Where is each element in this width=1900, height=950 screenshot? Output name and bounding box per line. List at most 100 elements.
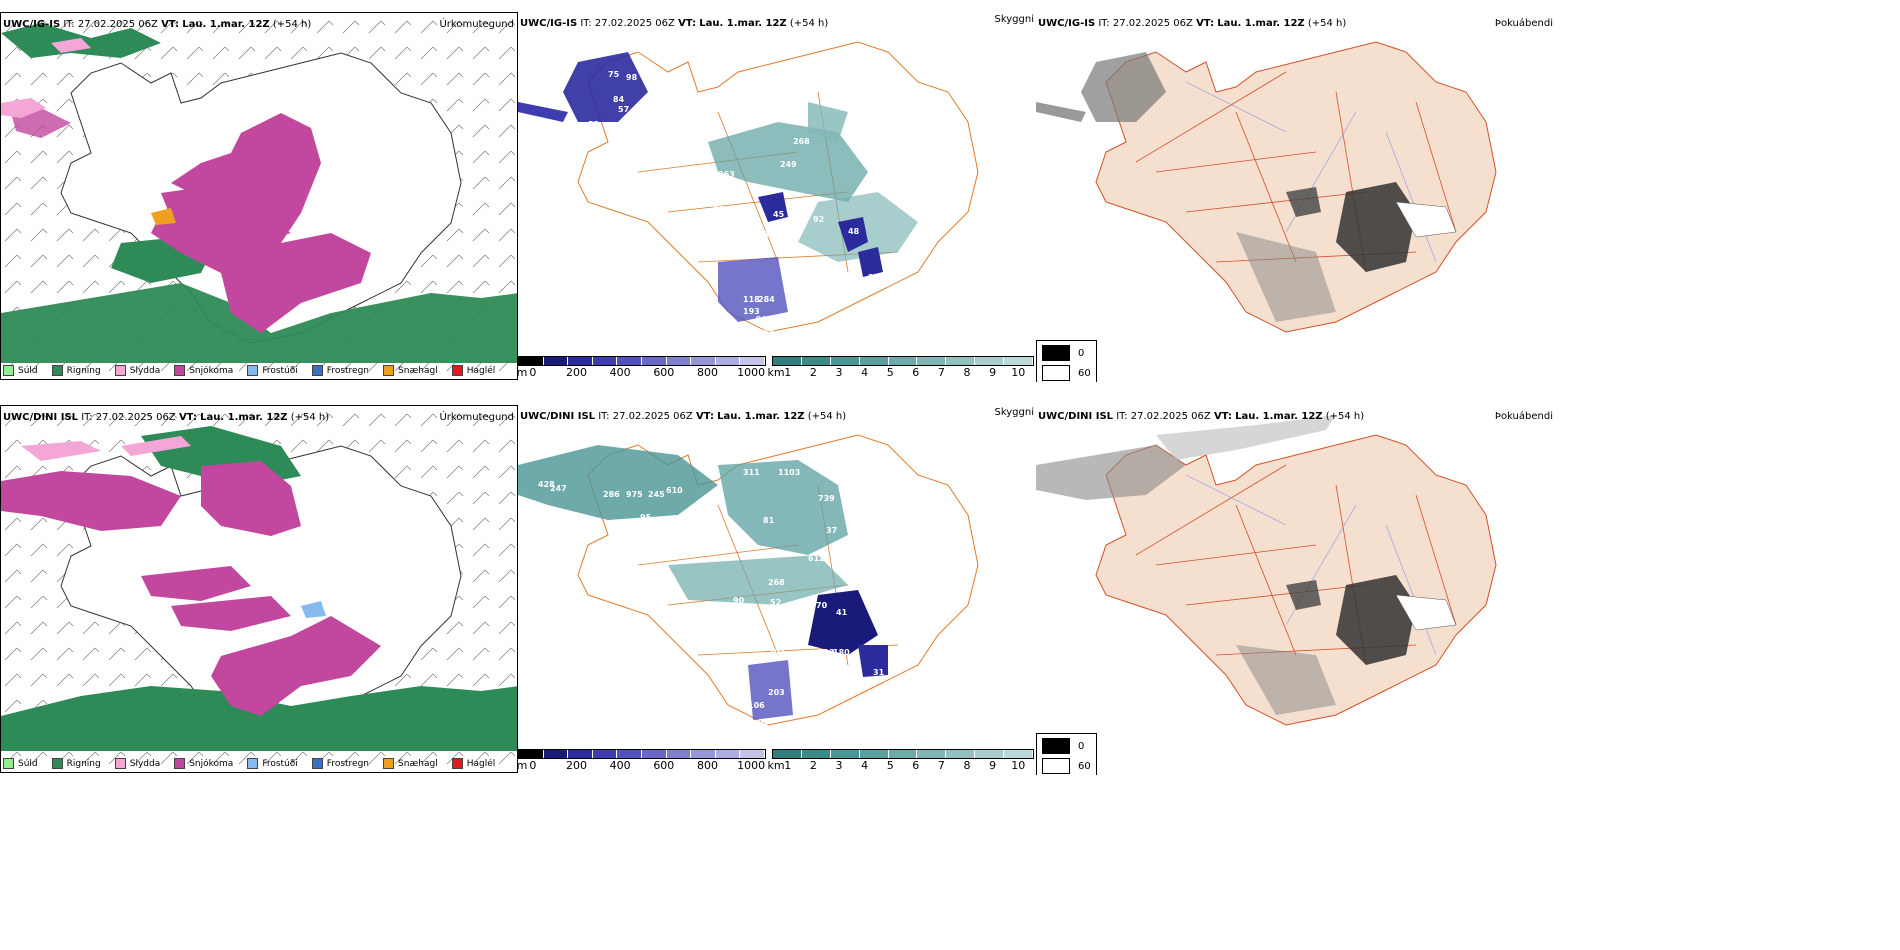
visibility-value-label: 311	[743, 468, 760, 477]
legend-label: Frostúði	[262, 758, 298, 769]
colorbar-segment	[666, 357, 692, 365]
colorbar-tick: 9	[989, 759, 997, 772]
visibility-value-label: 53	[713, 205, 724, 214]
visibility-value-label: 612	[808, 554, 825, 563]
colorbar-tick: 400	[609, 366, 631, 379]
colorbar-segment	[740, 357, 765, 365]
colorbar-tick: 1000	[737, 759, 766, 772]
colorbar-tick: 2	[809, 759, 817, 772]
fog-panel-1: UWC/IG-IS IT: 27.02.2025 06Z VT: Lau. 1.…	[1036, 12, 1556, 382]
panel-title-5: UWC/DINI ISL IT: 27.02.2025 06Z VT: Lau.…	[520, 411, 847, 422]
legend-label: Súld	[18, 365, 38, 376]
panel-title-4: UWC/DINI ISL IT: 27.02.2025 06Z VT: Lau.…	[3, 412, 330, 423]
visibility-value-label: 37	[868, 273, 879, 282]
colorbar-segment	[773, 750, 802, 758]
colorbar-segment	[917, 357, 947, 365]
visibility-value-label: 48	[848, 227, 860, 236]
legend-swatch	[51, 758, 63, 769]
visibility-value-label: 92	[813, 215, 824, 224]
legend-item: Snjókoma	[174, 758, 233, 769]
visibility-value-label: 826	[818, 265, 835, 274]
legend-swatch	[51, 365, 63, 376]
visibility-value-label: 52	[770, 598, 781, 607]
visibility-value-label: 940	[718, 185, 735, 194]
visibility-value-label: 193	[743, 307, 760, 316]
colorbar-segment	[641, 750, 667, 758]
panel-product-name: Skyggni	[994, 407, 1034, 418]
legend-label: Súld	[18, 758, 38, 769]
legend-swatch	[383, 365, 395, 376]
colorbar-tick: 200	[566, 759, 588, 772]
visibility-value-label: 739	[818, 494, 835, 503]
precip-map-1	[1, 13, 517, 379]
colorbar-tick: 800	[696, 759, 718, 772]
fog-swatch	[1042, 365, 1070, 381]
visibility-value-label: 81	[763, 516, 775, 525]
legend-item: Haglél	[451, 758, 495, 769]
colorbar-segment	[715, 357, 741, 365]
colorbar-segment	[975, 357, 1005, 365]
colorbar-tick: 1	[784, 366, 792, 379]
colorbar-segment	[568, 750, 593, 758]
colorbar-segment	[691, 357, 716, 365]
visibility-value-label: 84	[613, 95, 625, 104]
colorbar-segment	[888, 357, 918, 365]
colorbar-segment	[830, 357, 860, 365]
legend-item: Frostregn	[311, 758, 369, 769]
legend-label: Snæhagl	[398, 365, 438, 376]
fog-map-1	[1036, 41, 1497, 333]
visibility-value-label: 963	[718, 170, 735, 179]
visibility-value-label: 41	[836, 608, 848, 617]
colorbar-segment	[946, 750, 976, 758]
visibility-value-label: 70	[816, 601, 828, 610]
panel-title-1: UWC/IG-IS IT: 27.02.2025 06Z VT: Lau. 1.…	[3, 19, 312, 30]
panel-title-2: UWC/IG-IS IT: 27.02.2025 06Z VT: Lau. 1.…	[520, 18, 829, 29]
visibility-panel-2: 428 247 286 975 245 610 95 311 1103 739 81 37 477 612…	[518, 405, 1038, 775]
colorbar-segment	[543, 357, 569, 365]
legend-item: Rigning	[51, 758, 101, 769]
visibility-value-label: 249	[780, 160, 797, 169]
colorbar-unit: km	[767, 759, 785, 772]
visibility-km-colorbar-2: km 1 2 3 4 5 6 7 8 9 10	[767, 749, 1034, 773]
visibility-value-label: 268	[768, 578, 785, 587]
colorbar-tick: 1000	[737, 366, 766, 379]
colorbar-segment	[519, 750, 544, 758]
visibility-value-label: 90	[756, 315, 768, 324]
visibility-value-label: 106	[728, 215, 745, 224]
legend-swatch	[174, 758, 186, 769]
colorbar-tick: 1	[784, 759, 792, 772]
panel-product-name: Þokuábendi	[1494, 411, 1553, 422]
visibility-value-label: 45	[773, 210, 785, 219]
colorbar-segment	[888, 750, 918, 758]
visibility-value-label: 90	[758, 718, 770, 727]
legend-item: Frostúði	[247, 758, 298, 769]
legend-swatch	[174, 365, 186, 376]
visibility-value-label: 95	[640, 513, 652, 522]
panel-title-3: UWC/IG-IS IT: 27.02.2025 06Z VT: Lau. 1.…	[1038, 18, 1347, 29]
visibility-value-label: 428	[538, 480, 555, 489]
visibility-value-label: 268	[793, 137, 810, 146]
visibility-value-label: 31	[873, 668, 885, 677]
colorbar-segment	[715, 750, 741, 758]
colorbar-tick: 4	[861, 759, 869, 772]
colorbar-tick: 0	[529, 759, 537, 772]
visibility-value-label: 1103	[778, 468, 800, 477]
colorbar-segment	[830, 750, 860, 758]
visibility-value-label: 180	[833, 648, 850, 657]
colorbar-tick: 9	[989, 366, 997, 379]
colorbar-segment	[773, 357, 802, 365]
visibility-value-label: 90	[733, 596, 745, 605]
legend-label: Snjókoma	[189, 758, 234, 769]
colorbar-segment	[641, 357, 667, 365]
legend-swatch	[383, 758, 395, 769]
visibility-value-label: 202	[768, 648, 785, 657]
legend-item: Haglél	[451, 365, 495, 376]
visibility-value-label: 81	[763, 230, 775, 239]
visibility-value-label: 286	[603, 490, 620, 499]
precip-type-panel-1: UWC/IG-IS IT: 27.02.2025 06Z VT: Lau. 1.…	[0, 12, 518, 380]
panel-product-name: Skyggni	[994, 14, 1034, 25]
legend-item: Slydda	[114, 365, 160, 376]
colorbar-tick: 10	[1011, 759, 1026, 772]
